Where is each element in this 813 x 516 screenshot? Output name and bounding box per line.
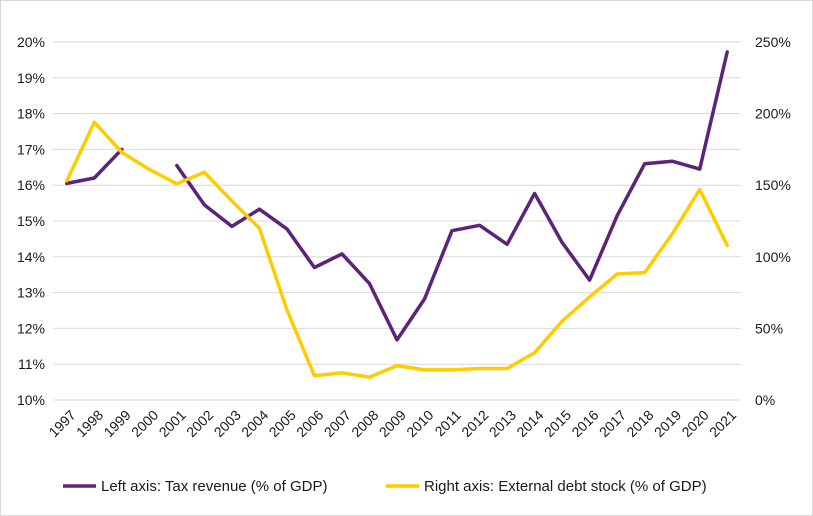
y-left-tick-label: 16% xyxy=(17,177,45,193)
x-tick-label: 2013 xyxy=(486,407,519,440)
legend-label-tax-revenue: Left axis: Tax revenue (% of GDP) xyxy=(101,478,328,495)
y-right-tick-label: 100% xyxy=(755,249,791,265)
y-left-tick-label: 11% xyxy=(18,356,45,372)
x-tick-label: 2014 xyxy=(513,407,546,440)
y-right-tick-label: 150% xyxy=(755,177,791,193)
x-tick-label: 1998 xyxy=(73,407,106,440)
y-left-tick-label: 14% xyxy=(17,249,45,265)
x-tick-label: 2005 xyxy=(266,407,299,440)
x-tick-label: 2012 xyxy=(458,407,491,440)
y-left-tick-label: 20% xyxy=(17,34,45,50)
series-line-external-debt xyxy=(65,120,729,379)
x-tick-label: 2006 xyxy=(293,407,326,440)
x-tick-label: 2000 xyxy=(128,407,161,440)
x-tick-label: 2003 xyxy=(211,407,244,440)
x-tick-label: 2021 xyxy=(706,407,739,440)
x-tick-label: 2004 xyxy=(238,407,271,440)
x-tick-label: 2016 xyxy=(568,407,601,440)
y-right-tick-label: 50% xyxy=(755,320,783,336)
y-left-tick-label: 15% xyxy=(17,213,45,229)
x-tick-label: 2011 xyxy=(431,407,464,440)
y-left-tick-label: 10% xyxy=(17,392,45,408)
x-tick-label: 2010 xyxy=(403,407,436,440)
x-tick-label: 2020 xyxy=(678,407,711,440)
y-left-tick-label: 17% xyxy=(17,141,45,157)
x-tick-label: 2015 xyxy=(541,407,574,440)
series-line-tax-revenue xyxy=(175,50,729,342)
x-tick-label: 2019 xyxy=(651,407,684,440)
x-tick-label: 1999 xyxy=(100,407,133,440)
x-tick-label: 2007 xyxy=(321,407,354,440)
x-tick-label: 1997 xyxy=(45,407,78,440)
series-line-tax-revenue xyxy=(65,147,124,186)
y-right-tick-label: 250% xyxy=(755,34,791,50)
x-tick-label: 2018 xyxy=(623,407,656,440)
y-right-tick-label: 200% xyxy=(755,106,791,122)
x-tick-label: 2017 xyxy=(596,407,629,440)
x-tick-label: 2008 xyxy=(348,407,381,440)
y-left-tick-label: 12% xyxy=(17,320,45,336)
x-tick-label: 2009 xyxy=(376,407,409,440)
x-tick-label: 2001 xyxy=(156,407,189,440)
y-left-tick-label: 13% xyxy=(17,285,45,301)
x-tick-label: 2002 xyxy=(183,407,216,440)
legend-label-external-debt: Right axis: External debt stock (% of GD… xyxy=(424,478,707,495)
y-right-tick-label: 0% xyxy=(755,392,775,408)
y-left-tick-label: 18% xyxy=(17,106,45,122)
y-left-tick-label: 19% xyxy=(17,70,45,86)
